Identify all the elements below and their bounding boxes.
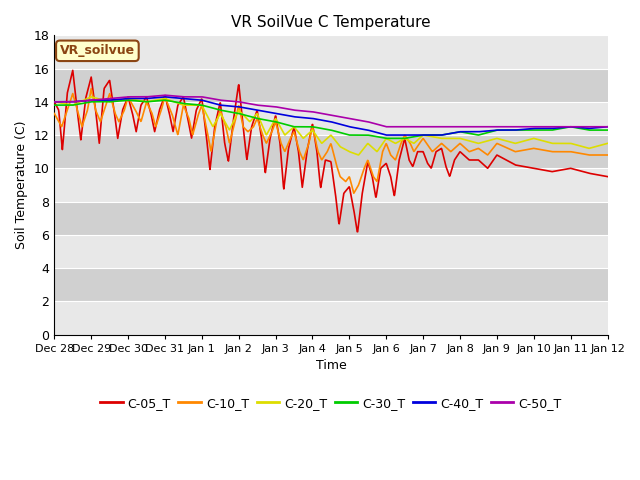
C-10_T: [174, 132, 182, 137]
C-50_T: [539, 124, 547, 130]
Bar: [54, 301, 607, 335]
Line: C-40_T: C-40_T: [54, 97, 607, 135]
Legend: C-05_T, C-10_T, C-20_T, C-30_T, C-40_T, C-50_T: C-05_T, C-10_T, C-20_T, C-30_T, C-40_T, …: [95, 392, 566, 415]
C-30_T: [161, 97, 168, 103]
C-30_T: [604, 127, 611, 133]
Bar: [54, 69, 607, 102]
C-10_T: [418, 138, 426, 144]
C-50_T: [174, 94, 182, 99]
C-05_T: [236, 89, 243, 95]
Title: VR SoilVue C Temperature: VR SoilVue C Temperature: [231, 15, 431, 30]
Line: C-05_T: C-05_T: [54, 71, 607, 232]
C-05_T: [51, 99, 58, 105]
C-10_T: [236, 107, 243, 112]
C-10_T: [490, 144, 497, 150]
C-50_T: [236, 99, 243, 105]
C-10_T: [604, 152, 611, 158]
C-20_T: [539, 138, 547, 144]
C-05_T: [174, 103, 182, 109]
C-20_T: [490, 136, 497, 142]
Bar: [54, 268, 607, 301]
Line: C-10_T: C-10_T: [54, 89, 607, 193]
C-50_T: [51, 99, 58, 105]
Line: C-50_T: C-50_T: [54, 95, 607, 127]
C-30_T: [124, 97, 132, 103]
C-30_T: [539, 127, 547, 133]
C-10_T: [539, 147, 547, 153]
C-05_T: [69, 68, 77, 73]
Text: VR_soilvue: VR_soilvue: [60, 44, 135, 57]
C-30_T: [383, 135, 390, 141]
C-50_T: [160, 92, 168, 98]
C-10_T: [88, 86, 95, 92]
Bar: [54, 135, 607, 168]
C-30_T: [490, 128, 497, 134]
C-40_T: [174, 95, 182, 101]
Bar: [54, 202, 607, 235]
C-40_T: [161, 94, 169, 100]
C-05_T: [490, 156, 497, 162]
C-05_T: [161, 94, 168, 100]
C-40_T: [490, 128, 497, 133]
C-20_T: [161, 96, 168, 101]
C-10_T: [51, 110, 58, 116]
C-20_T: [88, 94, 95, 100]
C-20_T: [604, 141, 611, 146]
C-05_T: [604, 174, 611, 180]
C-50_T: [604, 124, 611, 130]
C-50_T: [490, 124, 497, 130]
C-30_T: [174, 99, 182, 105]
C-40_T: [418, 132, 426, 138]
C-20_T: [174, 100, 182, 106]
C-20_T: [355, 152, 362, 158]
C-20_T: [236, 108, 243, 114]
C-05_T: [539, 167, 547, 173]
C-40_T: [51, 99, 58, 105]
Bar: [54, 235, 607, 268]
Y-axis label: Soil Temperature (C): Soil Temperature (C): [15, 120, 28, 249]
X-axis label: Time: Time: [316, 359, 346, 372]
C-40_T: [160, 94, 168, 100]
Bar: [54, 36, 607, 69]
C-40_T: [539, 126, 547, 132]
Bar: [54, 168, 607, 202]
Bar: [54, 102, 607, 135]
C-10_T: [161, 96, 168, 102]
C-50_T: [418, 124, 426, 130]
C-50_T: [383, 124, 390, 130]
Line: C-20_T: C-20_T: [54, 97, 607, 155]
C-40_T: [236, 104, 243, 110]
C-20_T: [51, 99, 58, 105]
C-30_T: [51, 102, 58, 108]
C-05_T: [354, 229, 362, 235]
C-30_T: [236, 111, 243, 117]
C-40_T: [604, 124, 611, 130]
C-05_T: [418, 149, 426, 155]
C-40_T: [383, 132, 390, 138]
C-10_T: [350, 191, 358, 196]
C-20_T: [418, 134, 426, 140]
Line: C-30_T: C-30_T: [54, 100, 607, 138]
C-50_T: [161, 92, 169, 98]
C-30_T: [418, 132, 426, 138]
